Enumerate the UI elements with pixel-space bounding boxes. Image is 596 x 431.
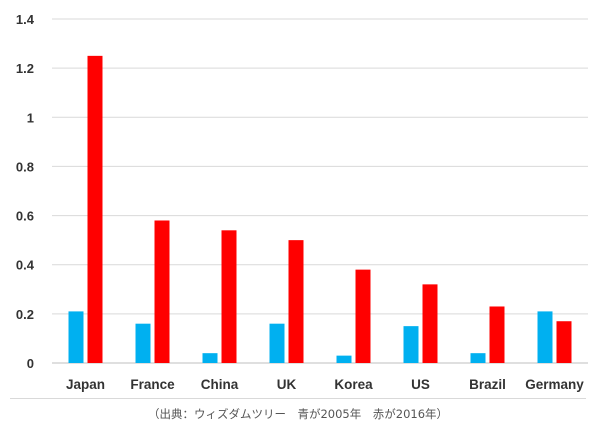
bar-china-series-2 [221, 230, 237, 363]
x-tick-label: France [130, 377, 175, 392]
x-tick-label: Korea [334, 377, 373, 392]
x-tick-label: Japan [66, 377, 105, 392]
bar-france-series-2 [154, 220, 170, 363]
y-tick-label: 0.2 [16, 307, 34, 322]
y-tick-label: 0.6 [16, 209, 34, 224]
bar-us-series-1 [403, 326, 419, 363]
y-tick-label: 1.2 [16, 61, 34, 76]
bar-korea-series-1 [336, 355, 352, 363]
chart-caption: （出典：ウィズダムツリー 青が2005年 赤が2016年） [147, 407, 449, 421]
bar-uk-series-2 [288, 240, 304, 363]
y-tick-label: 1.4 [16, 12, 35, 27]
bar-germany-series-2 [556, 321, 572, 363]
bar-japan-series-2 [87, 55, 103, 363]
bar-us-series-2 [422, 284, 438, 363]
x-tick-label: China [201, 377, 239, 392]
bar-korea-series-2 [355, 269, 371, 363]
x-tick-label: US [411, 377, 430, 392]
y-tick-label: 0.4 [16, 258, 35, 273]
bar-brazil-series-2 [489, 306, 505, 363]
bar-france-series-1 [135, 323, 151, 363]
bar-china-series-1 [202, 353, 218, 363]
bar-uk-series-1 [269, 323, 285, 363]
bar-germany-series-1 [537, 311, 553, 363]
y-tick-label: 0 [27, 356, 34, 371]
bar-japan-series-1 [68, 311, 84, 363]
x-tick-label: Brazil [469, 377, 506, 392]
y-tick-label: 1 [27, 110, 34, 125]
x-tick-label: UK [277, 377, 297, 392]
y-tick-label: 0.8 [16, 159, 34, 174]
x-tick-label: Germany [525, 377, 584, 392]
bar-chart: 0 0.2 0.4 0.6 0.8 1 1.2 1.4 Japan France China UK Ko… [16, 12, 588, 392]
bar-brazil-series-1 [470, 353, 486, 363]
caption-divider [10, 398, 586, 399]
